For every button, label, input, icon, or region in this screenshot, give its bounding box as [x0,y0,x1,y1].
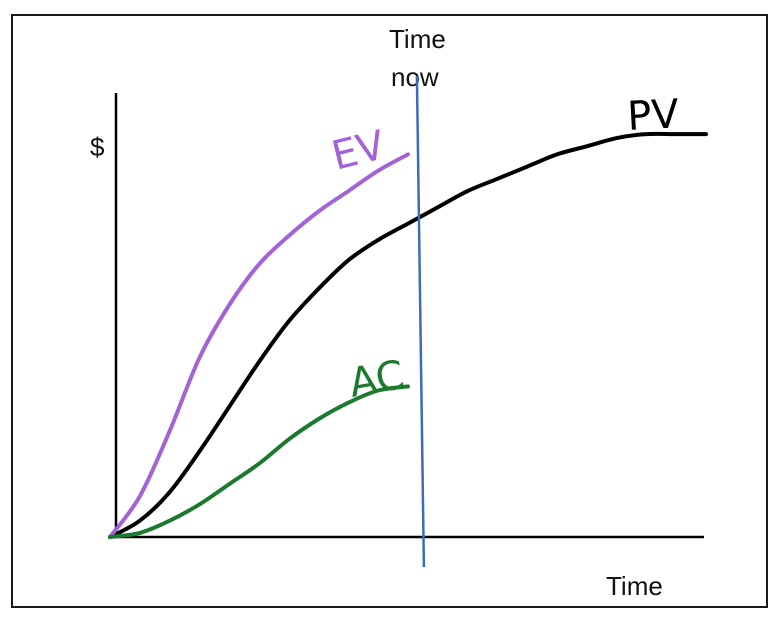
time-now-label-line1: Time [389,24,446,54]
series-line-ac [108,384,410,539]
chart-frame [11,14,768,608]
y-axis-label: $ [90,132,105,162]
series-line-ev [108,152,410,539]
series-label-ac: AC [346,352,408,407]
series-layer [108,131,708,539]
series-label-pv: PV [626,91,680,140]
marker-layer: Time now [389,24,446,568]
axes [108,93,704,539]
x-axis-label: Time [606,571,663,601]
time-now-marker-line [415,75,426,568]
time-now-label-line2: now [391,62,439,92]
series-line-pv [108,131,708,539]
